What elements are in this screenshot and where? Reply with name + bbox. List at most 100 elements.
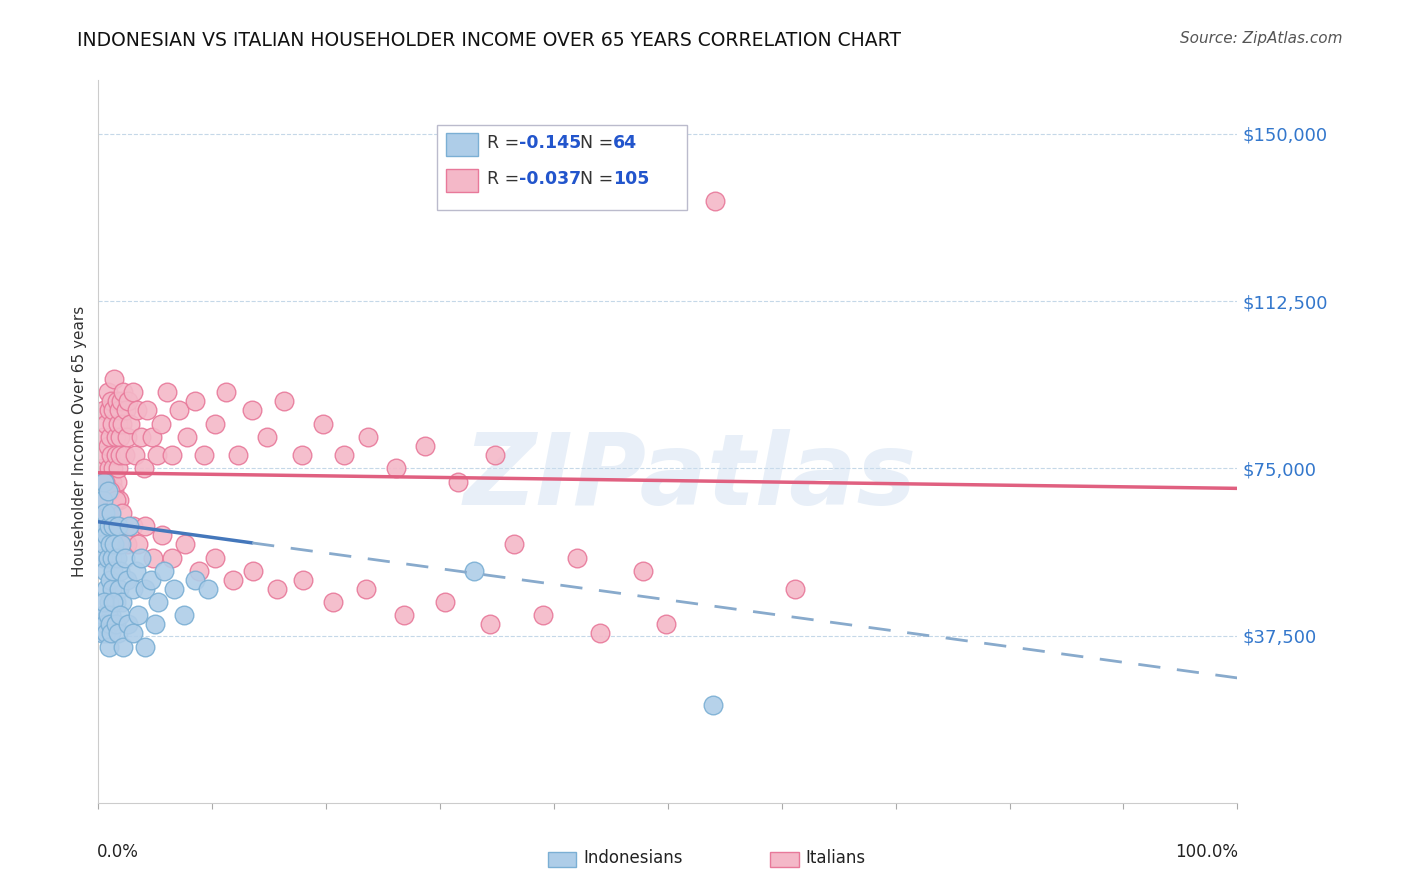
Point — [108, 492, 131, 507]
Text: Source: ZipAtlas.com: Source: ZipAtlas.com — [1180, 31, 1343, 46]
Point — [125, 564, 148, 578]
Point — [97, 640, 120, 654]
Point — [101, 417, 124, 431]
Point — [98, 483, 121, 498]
Point — [273, 394, 295, 409]
Point — [215, 385, 238, 400]
Point — [242, 564, 264, 578]
Point — [96, 506, 118, 520]
Text: INDONESIAN VS ITALIAN HOUSEHOLDER INCOME OVER 65 YEARS CORRELATION CHART: INDONESIAN VS ITALIAN HOUSEHOLDER INCOME… — [77, 31, 901, 50]
Point — [150, 528, 173, 542]
Point — [228, 448, 250, 462]
Text: 105: 105 — [613, 170, 650, 188]
Point — [96, 385, 118, 400]
Point — [115, 430, 138, 444]
Text: Indonesians: Indonesians — [583, 849, 683, 867]
Point — [354, 582, 377, 596]
Point — [110, 537, 132, 551]
Point — [90, 461, 112, 475]
Text: -0.145: -0.145 — [519, 134, 581, 153]
Point — [108, 608, 131, 623]
Point — [107, 417, 129, 431]
Point — [96, 550, 118, 565]
Point — [100, 448, 122, 462]
Text: N =: N = — [581, 170, 619, 188]
Point — [204, 417, 226, 431]
Point — [187, 564, 209, 578]
Point — [117, 394, 139, 409]
Point — [127, 608, 149, 623]
Point — [110, 394, 132, 409]
Point — [90, 519, 112, 533]
Point — [105, 550, 128, 565]
Point — [114, 448, 136, 462]
Point — [142, 550, 165, 565]
Point — [101, 582, 124, 596]
Point — [94, 448, 117, 462]
Point — [703, 194, 725, 208]
Point — [104, 448, 127, 462]
Point — [108, 582, 131, 596]
Point — [114, 403, 136, 417]
Point — [145, 617, 167, 632]
Point — [96, 417, 118, 431]
Point — [139, 573, 162, 587]
Point — [94, 506, 117, 520]
Point — [97, 403, 120, 417]
Point — [127, 537, 149, 551]
Point — [105, 475, 128, 489]
Point — [96, 483, 118, 498]
Point — [108, 430, 131, 444]
Point — [134, 640, 156, 654]
Point — [98, 617, 121, 632]
Point — [146, 595, 169, 609]
Point — [112, 385, 135, 400]
Point — [463, 564, 485, 578]
Point — [145, 448, 167, 462]
Text: -0.037: -0.037 — [519, 170, 581, 188]
Point — [111, 417, 134, 431]
Point — [96, 582, 118, 596]
Point — [96, 608, 118, 623]
Point — [129, 430, 152, 444]
Point — [108, 519, 131, 533]
Point — [91, 608, 114, 623]
Point — [104, 430, 127, 444]
FancyBboxPatch shape — [446, 169, 478, 193]
Point — [184, 394, 207, 409]
Point — [98, 430, 121, 444]
Point — [479, 617, 502, 632]
Point — [121, 385, 143, 400]
Point — [531, 608, 554, 623]
Y-axis label: Householder Income Over 65 years: Householder Income Over 65 years — [72, 306, 87, 577]
Point — [98, 537, 121, 551]
Point — [111, 506, 134, 520]
Point — [392, 608, 415, 623]
Point — [322, 595, 344, 609]
Point — [702, 698, 724, 712]
Point — [118, 519, 141, 533]
Point — [94, 617, 117, 632]
Point — [94, 475, 117, 489]
Point — [93, 537, 115, 551]
Point — [333, 448, 356, 462]
Text: R =: R = — [486, 170, 524, 188]
Point — [117, 617, 139, 632]
Point — [107, 519, 129, 533]
Point — [105, 394, 128, 409]
Point — [121, 582, 143, 596]
Point — [174, 537, 197, 551]
Point — [176, 430, 198, 444]
Point — [193, 448, 215, 462]
FancyBboxPatch shape — [446, 133, 478, 156]
Point — [107, 461, 129, 475]
Point — [357, 430, 380, 444]
Point — [121, 626, 143, 640]
Point — [103, 461, 125, 475]
Point — [94, 506, 117, 520]
Point — [91, 430, 114, 444]
FancyBboxPatch shape — [437, 125, 688, 211]
Point — [91, 492, 114, 507]
Point — [97, 519, 120, 533]
Point — [433, 595, 456, 609]
